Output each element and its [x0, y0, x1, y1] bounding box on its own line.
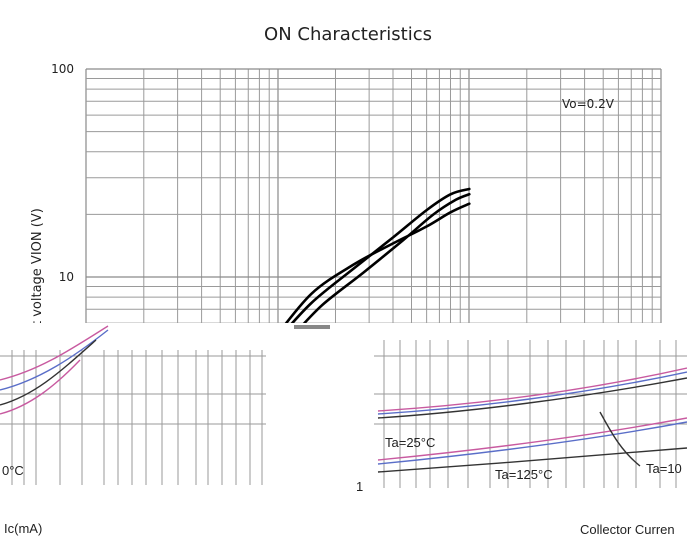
- lower-grid: [0, 325, 687, 488]
- series-line-2: [288, 192, 471, 341]
- lower-curve-fragment-4: [0, 359, 81, 415]
- lower-curve-fragment-11: [599, 411, 641, 467]
- y-tick-label-10: 10: [59, 270, 74, 284]
- legend-ta25: Ta=25°C: [385, 435, 435, 450]
- lower-tick-fragment: 1: [356, 479, 363, 494]
- x-axis-label-left-fragment: Ic(mA): [4, 521, 42, 536]
- lower-curve-fragment-10: [377, 447, 687, 473]
- legend-ta10: Ta=10: [646, 461, 682, 476]
- series-group: [272, 187, 471, 341]
- lower-curve-fragment-9: [377, 421, 687, 465]
- series-line-3: [272, 202, 471, 341]
- legend-ta125: Ta=125°C: [495, 467, 553, 482]
- series-line-1: [276, 187, 471, 341]
- lower-fragment-region: Ta=25°C Ta=125°C Ta=10 0°C 1 Ic(mA) Coll…: [0, 323, 687, 559]
- lower-curve-fragment-2: [0, 329, 109, 391]
- lower-curve-fragment-6: [377, 371, 687, 415]
- lower-curves: [0, 325, 687, 473]
- x-axis-label-right-fragment: Collector Curren: [580, 522, 675, 537]
- lower-curve-fragment-1: [0, 325, 109, 381]
- legend-0c: 0°C: [2, 463, 24, 478]
- y-tick-label-100: 100: [51, 62, 74, 76]
- y-axis-label: t voltage VION (V): [30, 208, 45, 326]
- condition-annotation: Vo=0.2V: [562, 97, 615, 111]
- chart-title: ON Characteristics: [264, 24, 432, 45]
- lower-curve-fragment-7: [377, 377, 687, 419]
- lower-curve-fragment-5: [377, 367, 687, 412]
- lower-curve-fragment-8: [377, 417, 687, 461]
- lower-curve-fragment-3: [0, 339, 97, 406]
